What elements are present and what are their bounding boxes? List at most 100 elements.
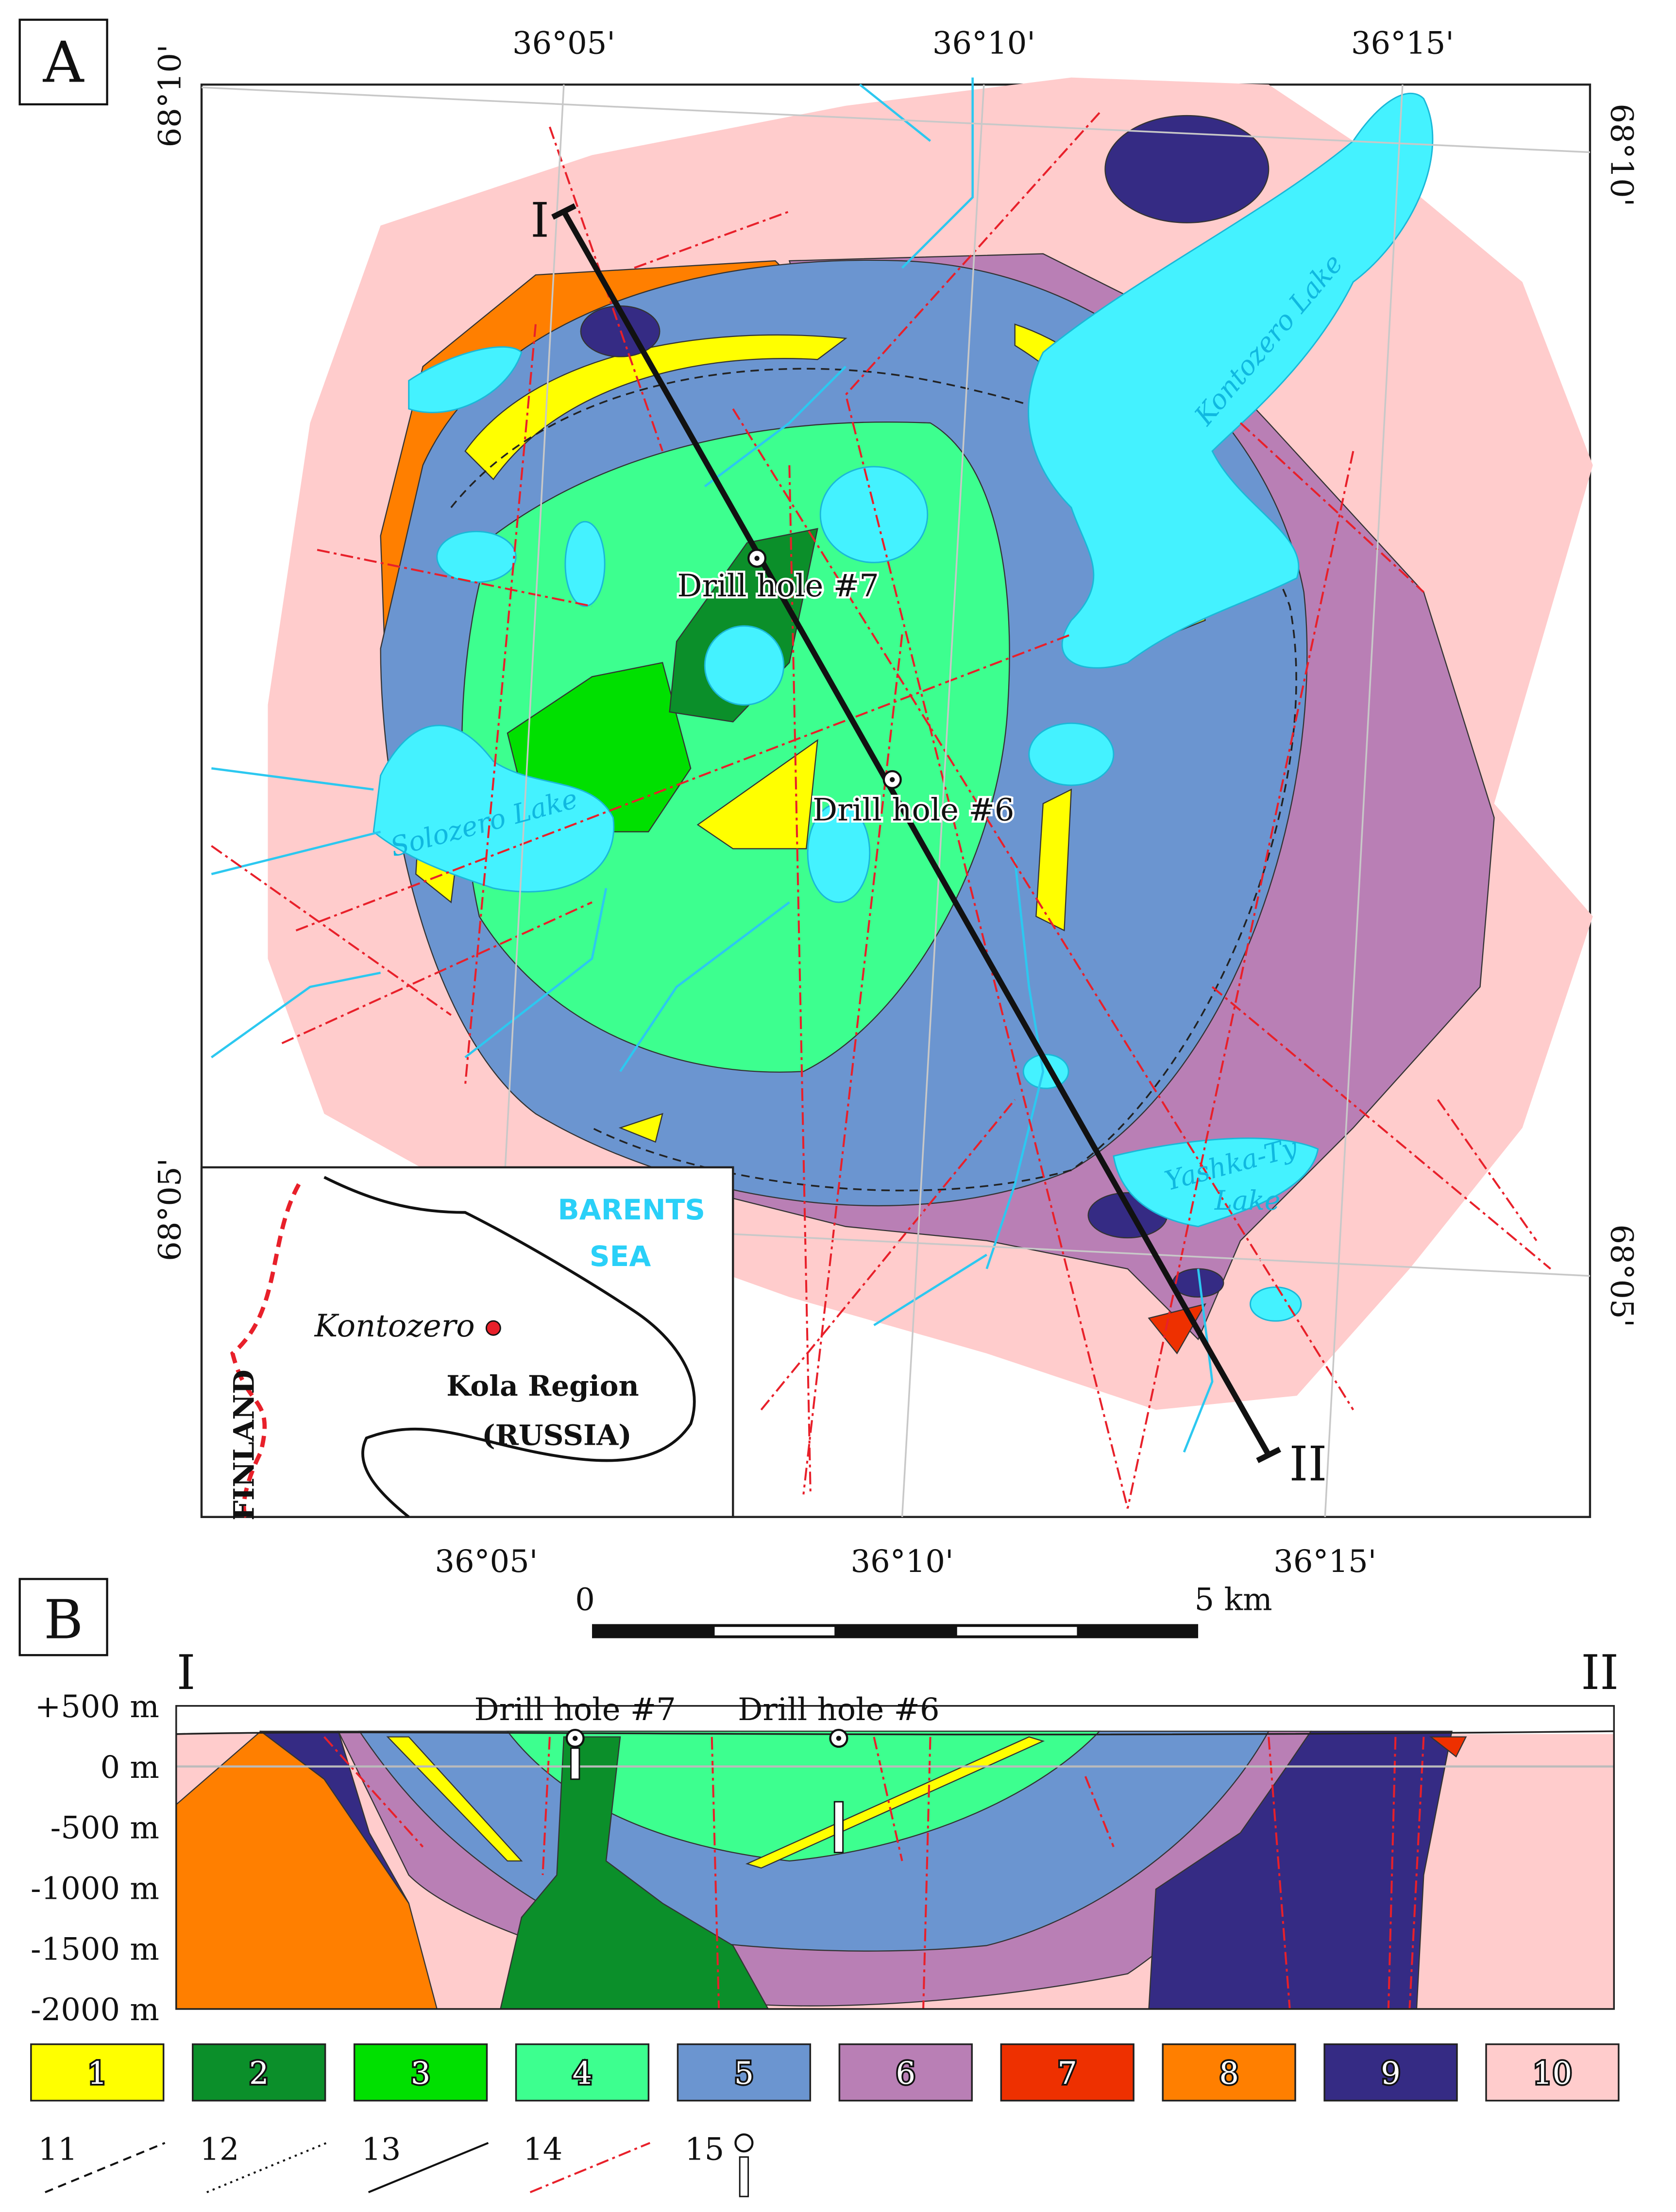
legend-swatch <box>1323 2043 1458 2102</box>
legend-label: 8 <box>1219 2056 1239 2092</box>
legend-label: 3 <box>411 2056 431 2092</box>
lake <box>1028 722 1115 786</box>
legend-symbol-label: 15 <box>685 2132 724 2168</box>
depth-label: 0 m <box>101 1750 159 1786</box>
legend-swatch <box>515 2043 650 2102</box>
geologic-unit <box>499 1736 769 2010</box>
label: B <box>44 1589 83 1651</box>
label: 68°05' <box>152 1158 188 1261</box>
label: Drill hole #7 <box>474 1692 676 1728</box>
panel-b-section-shape <box>175 1705 1615 2010</box>
depth-label: -1000 m <box>31 1871 159 1907</box>
legend-swatch <box>192 2043 326 2102</box>
label: I <box>177 1645 196 1701</box>
legend-swatch <box>353 2043 488 2102</box>
lake <box>436 531 517 583</box>
label: SEA <box>590 1240 651 1273</box>
legend-symbol <box>368 2142 489 2194</box>
label: 0 <box>575 1582 595 1618</box>
label: Kola Region <box>446 1369 639 1402</box>
legend-label: 1 <box>87 2056 107 2092</box>
label: 68°10' <box>1603 103 1639 206</box>
panel-a-map-shape <box>561 210 1271 1456</box>
panel-b-section-shape <box>176 1730 1614 1736</box>
panel-b-section: B I II Drill hole #7 Drill hole #6 <box>18 1578 1619 2010</box>
legend-symbol <box>734 2133 754 2153</box>
lake <box>408 346 523 413</box>
label: II <box>1581 1645 1619 1701</box>
geologic-unit <box>696 739 818 849</box>
label: FINLAND <box>227 1369 260 1520</box>
geologic-unit <box>1104 115 1270 223</box>
lake <box>704 625 785 706</box>
inset-map-shape <box>323 1176 696 1519</box>
lake <box>372 725 615 893</box>
scale-bar-shape <box>957 1627 1077 1636</box>
legend-label: 5 <box>734 2056 754 2092</box>
lake <box>1250 1286 1302 1322</box>
panel-a-map-shape <box>890 777 895 782</box>
legend-swatch <box>1485 2043 1620 2102</box>
panel-a-map-shape <box>211 77 1214 1453</box>
legend-symbol <box>739 2156 749 2197</box>
label: (RUSSIA) <box>482 1418 632 1452</box>
geologic-unit <box>386 1736 523 1862</box>
panel-a-map-shape <box>201 84 1591 1517</box>
fault-line <box>323 1736 1425 2009</box>
panel-b-section-shape <box>833 1801 844 1854</box>
legend-swatch <box>1162 2043 1296 2102</box>
label: 36°15' <box>1351 25 1454 61</box>
inset-map: BARENTS SEA Kontozero Kola Region (RUSSI… <box>200 1166 734 1520</box>
label: 36°10' <box>851 1544 954 1580</box>
geologic-unit <box>745 1736 1045 1869</box>
label: Drill hole #7 <box>677 568 879 604</box>
legend-symbol-label: 14 <box>523 2132 562 2168</box>
panel-a-labels-shape <box>18 18 108 106</box>
label: Drill hole #6 <box>813 793 1014 828</box>
depth-label: -1500 m <box>31 1931 159 1967</box>
panel-a-map <box>200 77 1593 1518</box>
label: 36°10' <box>932 25 1035 61</box>
label: 68°05' <box>1603 1224 1639 1327</box>
scale-bar: 0 5 km <box>575 1582 1272 1638</box>
panel-b-section-shape <box>18 1578 108 1656</box>
panel-a-map-shape <box>1256 1447 1282 1463</box>
label: 36°05' <box>435 1544 538 1580</box>
geologic-unit <box>1429 1736 1467 1758</box>
panel-b-section-shape <box>570 1747 580 1780</box>
legend-symbol-label: 13 <box>361 2132 401 2168</box>
depth-label: -500 m <box>51 1810 159 1846</box>
label: BARENTS <box>558 1193 705 1226</box>
panel-a-map-shape <box>450 368 1297 1192</box>
legend-label: 2 <box>249 2056 269 2092</box>
label: Lake <box>1214 1185 1281 1216</box>
legend-swatch <box>677 2043 812 2102</box>
depth-label: +500 m <box>35 1689 159 1725</box>
inset-map-shape <box>485 1320 501 1336</box>
panel-b-section-shape <box>836 1736 842 1741</box>
legend-symbol <box>45 2142 166 2194</box>
legend-label: 6 <box>896 2056 915 2092</box>
inset-map-shape <box>230 1183 301 1519</box>
legend-symbol <box>206 2142 327 2194</box>
legend-symbol <box>529 2142 651 2194</box>
lake <box>1028 92 1434 669</box>
legend-symbol-label: 11 <box>38 2132 77 2168</box>
legend-swatch <box>1000 2043 1134 2102</box>
depth-label: -2000 m <box>31 1992 159 2028</box>
panel-b-section-shape <box>572 1736 578 1741</box>
label: Drill hole #6 <box>738 1692 939 1728</box>
legend-label: 4 <box>573 2056 593 2092</box>
scale-bar-shape <box>714 1627 835 1636</box>
label: A <box>43 30 85 95</box>
lake <box>819 466 929 563</box>
inset-map-shape <box>200 1166 734 1518</box>
lake <box>807 803 871 903</box>
depth-labels: +500 m 0 m -500 m -1000 m -1500 m -2000 m <box>31 1689 159 2028</box>
legend-swatch <box>30 2043 165 2102</box>
panel-a-map-shape <box>551 203 576 220</box>
lake <box>1113 1137 1319 1228</box>
